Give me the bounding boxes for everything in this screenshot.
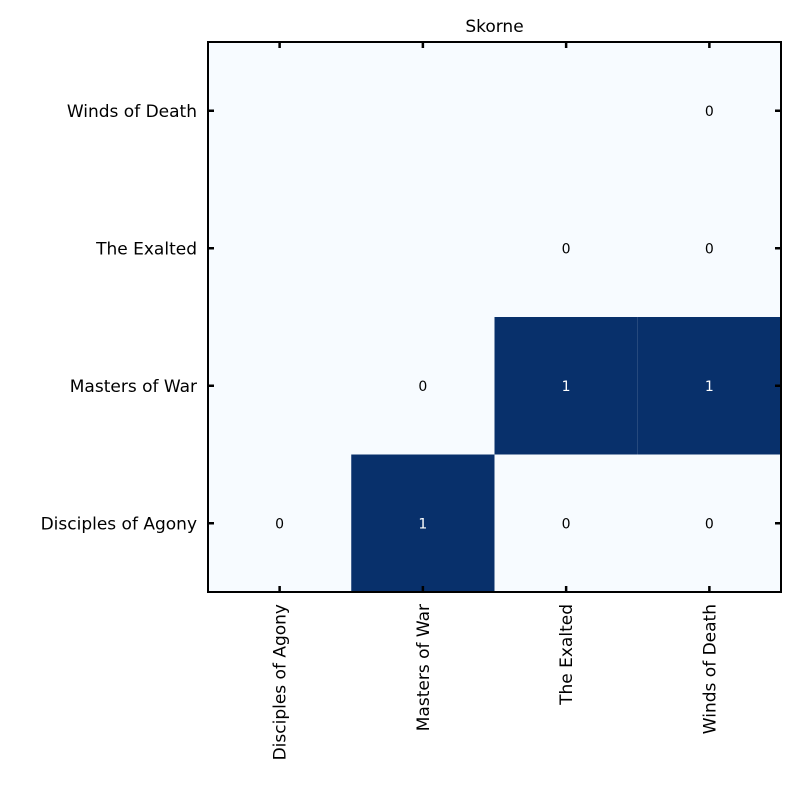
x-tick-label-the-exalted: The Exalted (557, 604, 577, 706)
x-tick-label-masters-of-war: Masters of War (414, 604, 434, 731)
heatmap-cell-disciples-of-agony-the-exalted (494, 454, 638, 592)
cell-value-label: 0 (562, 241, 571, 257)
cell-value-label: 1 (705, 379, 714, 395)
y-tick-label-the-exalted: The Exalted (95, 239, 197, 259)
heatmap-cell-labels: 0 1 0 0 0 1 1 0 0 0 (275, 104, 714, 533)
x-tick-label-winds-of-death: Winds of Death (700, 604, 720, 734)
y-axis-tick-labels: Disciples of Agony Masters of War The Exal… (41, 102, 197, 535)
y-tick-label-masters-of-war: Masters of War (70, 377, 197, 397)
plot-frame (207, 41, 782, 593)
heatmap-cell-masters-of-war-the-exalted (494, 317, 638, 455)
x-tick-label-disciples-of-agony: Disciples of Agony (271, 604, 291, 760)
heatmap-cell-winds-of-death-winds-of-death (637, 42, 781, 180)
x-axis-tick-labels: Disciples of Agony Masters of War The Exal… (271, 604, 721, 760)
cell-value-label: 0 (705, 241, 714, 257)
heatmap-cell-disciples-of-agony-disciples-of-agony (208, 454, 352, 592)
cell-value-label: 1 (418, 516, 427, 532)
heatmap-cell-the-exalted-the-exalted (494, 179, 638, 317)
heatmap-cells (208, 42, 781, 592)
cell-value-label: 0 (705, 516, 714, 532)
heatmap-cell-the-exalted-winds-of-death (637, 179, 781, 317)
heatmap-cell-masters-of-war-masters-of-war (351, 317, 495, 455)
cell-value-label: 0 (705, 104, 714, 120)
heatmap-cell-disciples-of-agony-winds-of-death (637, 454, 781, 592)
chart-title: Skorne (465, 17, 523, 37)
heatmap-cell-disciples-of-agony-masters-of-war (351, 454, 495, 592)
heatmap-cell-masters-of-war-winds-of-death (637, 317, 781, 455)
cell-value-label: 0 (418, 379, 427, 395)
y-tick-label-disciples-of-agony: Disciples of Agony (41, 514, 197, 534)
y-tick-label-winds-of-death: Winds of Death (67, 102, 197, 122)
cell-value-label: 0 (275, 516, 284, 532)
cell-value-label: 0 (562, 516, 571, 532)
cell-value-label: 1 (562, 379, 571, 395)
